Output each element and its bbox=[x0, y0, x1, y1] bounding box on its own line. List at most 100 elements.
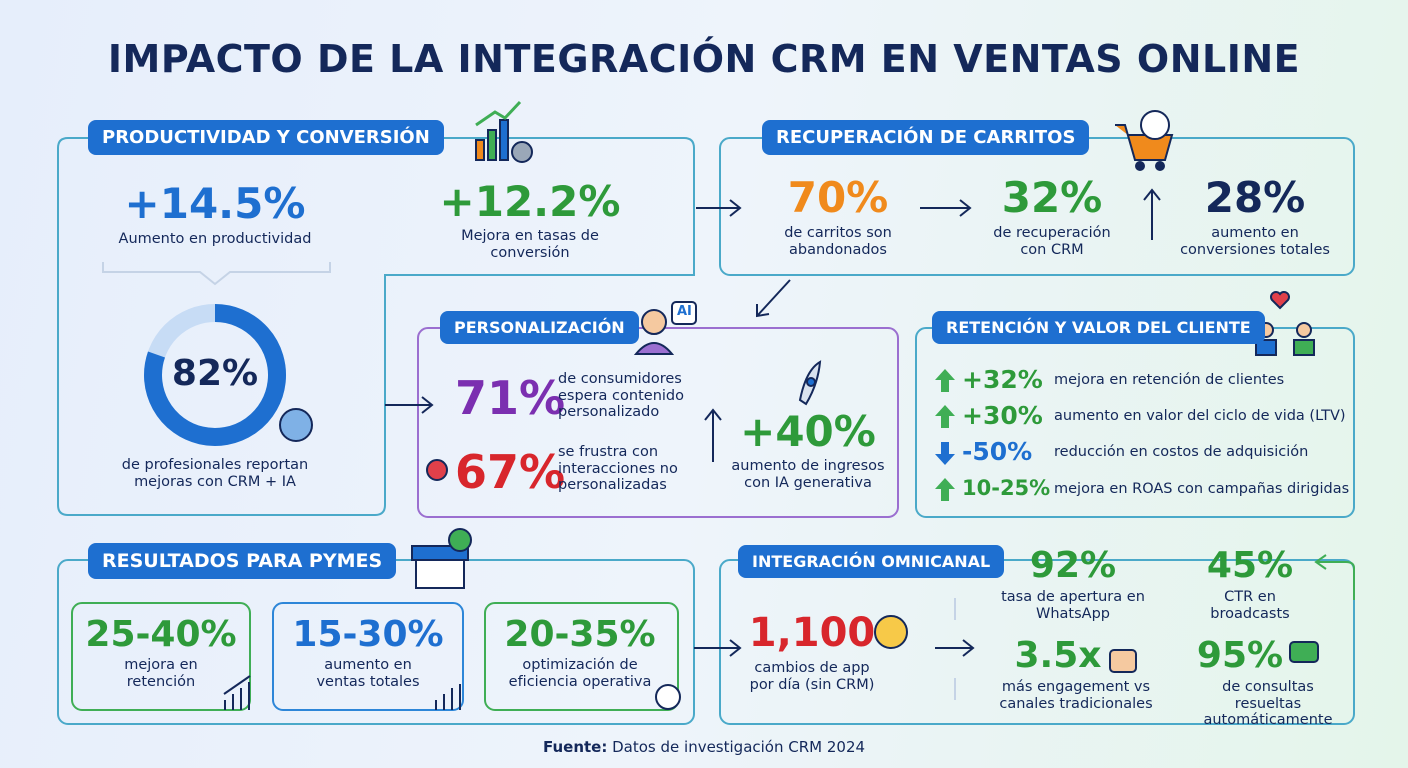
stat-value: +14.5% bbox=[124, 179, 306, 228]
row-value: +32% bbox=[962, 365, 1043, 394]
decor-shape bbox=[696, 199, 742, 217]
section-heading: RECUPERACIÓN DE CARRITOS bbox=[762, 120, 1090, 155]
decor-shape bbox=[935, 478, 955, 501]
decor-shape bbox=[57, 137, 695, 516]
stat-value: +40% bbox=[740, 407, 876, 456]
decor-shape bbox=[935, 369, 955, 392]
decor-shape bbox=[920, 199, 972, 217]
decor-shape bbox=[806, 377, 816, 387]
decor-shape bbox=[1289, 641, 1319, 663]
stat-label: aumento de ingresos con IA generativa bbox=[731, 458, 885, 491]
decor-shape bbox=[475, 139, 485, 161]
stat-label: de consumidores espera contenido persona… bbox=[558, 371, 684, 421]
section-heading: RESULTADOS PARA PYMES bbox=[88, 543, 397, 579]
decor-shape bbox=[655, 684, 681, 710]
source-label: Fuente: bbox=[542, 738, 608, 756]
card-label: optimización de eficiencia operativa bbox=[508, 657, 652, 690]
decor-shape bbox=[935, 639, 975, 657]
decor-shape bbox=[279, 408, 313, 442]
row-value: 10-25% bbox=[962, 476, 1051, 500]
retention-arrows bbox=[935, 369, 955, 501]
decor-shape bbox=[1293, 339, 1315, 356]
decor-shape bbox=[1155, 161, 1165, 171]
card-value: 15-30% bbox=[292, 614, 444, 655]
decor-shape bbox=[704, 408, 722, 462]
stat-label: CTR en broadcasts bbox=[1210, 589, 1290, 622]
row-label: aumento en valor del ciclo de vida (LTV) bbox=[1054, 408, 1346, 424]
card-value: 25-40% bbox=[85, 614, 237, 655]
stat-value: +12.2% bbox=[439, 177, 621, 226]
stat-label: de consultas resueltas automáticamente bbox=[1203, 679, 1333, 729]
decor-shape bbox=[1143, 188, 1161, 240]
section-heading: INTEGRACIÓN OMNICANAL bbox=[738, 545, 1005, 578]
decor-shape bbox=[1109, 649, 1137, 673]
decor-shape bbox=[1140, 110, 1170, 140]
section-heading: PRODUCTIVIDAD Y CONVERSIÓN bbox=[88, 120, 444, 155]
decor-shape bbox=[448, 528, 472, 552]
decor-shape bbox=[671, 301, 697, 325]
stat-label: de recuperación con CRM bbox=[993, 225, 1111, 258]
icon-label: AI bbox=[677, 304, 692, 319]
stat-label: Mejora en tasas de conversión bbox=[461, 228, 599, 261]
decor-shape bbox=[144, 304, 287, 446]
title: IMPACTO DE LA INTEGRACIÓN CRM EN VENTAS … bbox=[107, 37, 1301, 81]
stat-value: 67% bbox=[455, 445, 566, 499]
decor-shape bbox=[1296, 322, 1312, 338]
row-value: +30% bbox=[962, 401, 1043, 430]
decor-shape bbox=[102, 262, 331, 286]
decor-shape bbox=[1255, 339, 1277, 356]
decor-shape bbox=[415, 559, 465, 589]
stat-label: tasa de apertura en WhatsApp bbox=[1001, 589, 1145, 622]
decor-shape bbox=[1314, 554, 1355, 600]
decor-shape bbox=[511, 141, 533, 163]
decor-shape bbox=[935, 405, 955, 428]
stat-value: 70% bbox=[787, 173, 889, 222]
decor-shape bbox=[935, 442, 955, 465]
stat-label: aumento en conversiones totales bbox=[1180, 225, 1330, 258]
footer: Fuente: Datos de investigación CRM 2024 bbox=[542, 738, 866, 756]
row-label: mejora en ROAS con campañas dirigidas bbox=[1054, 481, 1350, 497]
stat-label: más engagement vs canales tradicionales bbox=[999, 679, 1153, 712]
decor-shape bbox=[633, 342, 675, 355]
stat-value: 45% bbox=[1206, 545, 1294, 586]
decor-shape bbox=[223, 675, 251, 710]
decor-shape bbox=[272, 602, 464, 711]
decor-shape bbox=[435, 684, 461, 710]
stat-label: Aumento en productividad bbox=[118, 231, 312, 247]
stat-value: 28% bbox=[1204, 173, 1306, 222]
section-heading: PERSONALIZACIÓN bbox=[440, 311, 639, 344]
decor-shape bbox=[484, 602, 679, 711]
row-value: -50% bbox=[962, 437, 1033, 466]
card-label: mejora en retención bbox=[124, 657, 198, 690]
row-label: mejora en retención de clientes bbox=[1054, 372, 1285, 388]
decor-shape bbox=[499, 119, 509, 161]
arrows bbox=[385, 188, 1355, 700]
ring bbox=[144, 304, 287, 446]
decor-shape bbox=[475, 100, 522, 127]
stat-value: 71% bbox=[455, 371, 566, 425]
row-label: reducción en costos de adquisición bbox=[1054, 444, 1309, 460]
decor-shape bbox=[1135, 161, 1145, 171]
card-label: aumento en ventas totales bbox=[316, 657, 420, 690]
source-text: Datos de investigación CRM 2024 bbox=[612, 738, 866, 756]
decor-shape bbox=[641, 309, 667, 335]
decor-shape bbox=[874, 615, 908, 649]
decor-shape bbox=[426, 459, 448, 481]
decor-shape bbox=[694, 639, 742, 657]
decor-shape bbox=[385, 396, 434, 414]
stat-label: cambios de app por día (sin CRM) bbox=[749, 660, 875, 693]
stat-label: se frustra con interacciones no personal… bbox=[558, 444, 678, 494]
stat-value: 3.5x bbox=[1014, 635, 1102, 676]
stat-label: de carritos son abandonados bbox=[784, 225, 892, 258]
decor-shape bbox=[71, 602, 251, 711]
ring-label: de profesionales reportan mejoras con CR… bbox=[121, 457, 309, 490]
section-heading: RETENCIÓN Y VALOR DEL CLIENTE bbox=[932, 311, 1265, 344]
decor-shape bbox=[1270, 291, 1290, 310]
stat-value: 92% bbox=[1029, 545, 1117, 586]
decor-shape bbox=[756, 279, 791, 318]
stat-value: 95% bbox=[1196, 635, 1284, 676]
decor-shape bbox=[719, 559, 1355, 725]
stat-value: 1,100 bbox=[748, 610, 876, 656]
decor-shape bbox=[487, 129, 497, 161]
